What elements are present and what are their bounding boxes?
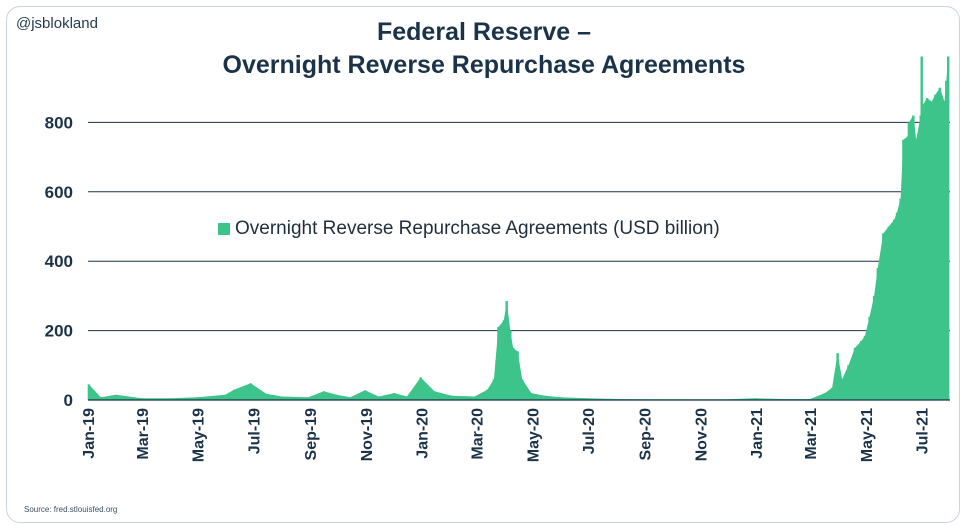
data-bar [902,139,905,401]
data-bar [895,212,899,400]
x-tick-label: Jan-19 [81,408,98,459]
x-tick-label: Jul-21 [915,408,932,454]
data-bar [140,398,144,400]
data-bar [492,379,496,400]
data-bar [521,379,524,400]
x-tick-label: May-20 [525,408,542,462]
data-bar [502,320,506,400]
data-bar [943,101,946,400]
data-bar [830,387,834,400]
data-bar [363,390,367,400]
data-bar [585,398,589,400]
x-tick-label: Jul-20 [581,408,598,454]
data-bar [863,335,867,400]
legend: Overnight Reverse Repurchase Agreements … [218,218,720,240]
y-tick-label: 200 [45,322,73,341]
data-bar [836,353,839,400]
data-bar [543,395,547,400]
data-bar [516,351,519,400]
x-tick-label: May-21 [859,408,876,462]
data-bar [945,80,948,401]
data-bar [876,268,879,400]
data-bar [840,379,844,400]
data-bar [754,398,757,400]
data-bar [335,394,338,400]
chart-title-line-1: Federal Reserve – [376,18,592,46]
data-bar [265,393,268,400]
data-bar [921,105,924,400]
legend-swatch [218,223,230,235]
grid-lines [88,121,950,332]
x-tick-label: Mar-20 [469,408,486,460]
x-tick-label: Sep-20 [638,408,655,461]
x-tick-label: Nov-20 [693,408,710,461]
data-bar [938,87,942,400]
data-bar [882,233,885,400]
data-bar [433,391,436,400]
data-bar [887,226,890,400]
x-tick-label: May-19 [191,408,208,462]
data-bar [505,301,508,400]
x-tick-label: Nov-19 [359,408,376,461]
chart-title-line-2: Overnight Reverse Repurchase Agreements [222,51,746,79]
data-bar [115,394,118,400]
legend-label: Overnight Reverse Repurchase Agreements … [235,218,720,239]
y-tick-label: 400 [45,252,73,271]
data-bar [559,397,562,400]
data-bar [823,393,826,400]
data-bar [853,347,857,400]
author-handle: @jsblokland [16,15,98,32]
x-tick-label: Sep-19 [303,408,320,461]
y-axis-tick-labels: 0 200 400 600 800 [45,113,73,410]
data-bar [899,198,902,400]
data-bar [419,377,422,400]
data-bar [450,395,453,400]
data-bar [511,347,515,400]
x-axis-tick-labels: Jan-19 Mar-19 May-19 Jul-19 Sep-19 Nov-19 Jan-… [81,408,932,462]
data-bar [925,98,929,400]
data-bar [377,396,380,400]
x-tick-label: Jan-20 [415,408,432,459]
data-bar [872,295,876,400]
data-bar [860,341,863,400]
data-bar [169,398,172,400]
data-series [87,56,950,401]
data-bar [486,389,489,400]
data-bar [280,396,283,400]
data-bar [249,383,252,400]
data-bar [934,94,937,400]
data-bar [868,316,871,400]
y-tick-label: 800 [45,113,73,132]
data-bar [99,397,102,400]
data-bar [497,327,500,400]
data-bar [912,115,915,400]
x-tick-label: Jul-19 [246,408,263,454]
data-bar [233,389,236,400]
x-tick-label: Mar-21 [803,408,820,460]
data-bar [847,365,850,400]
data-bar [473,396,476,400]
data-bar [307,397,310,400]
x-tick-label: Jan-21 [749,408,766,459]
data-bar [930,101,933,400]
data-bar [893,219,896,400]
data-bar [907,122,911,401]
data-bar [509,330,512,400]
data-bar [947,56,950,400]
data-bar [530,393,533,400]
chart-frame [6,6,960,523]
y-tick-label: 600 [45,183,73,202]
data-bar [915,139,918,401]
data-bar [223,394,227,400]
data-bar [393,393,396,400]
data-bar [349,397,352,400]
data-bar [196,397,199,400]
x-tick-label: Mar-19 [135,408,152,460]
data-bar [87,384,91,400]
data-bar [322,391,325,400]
source-note: Source: fred.stlouisfed.org [24,505,118,514]
data-bar [405,396,409,400]
y-tick-label: 0 [64,391,73,410]
